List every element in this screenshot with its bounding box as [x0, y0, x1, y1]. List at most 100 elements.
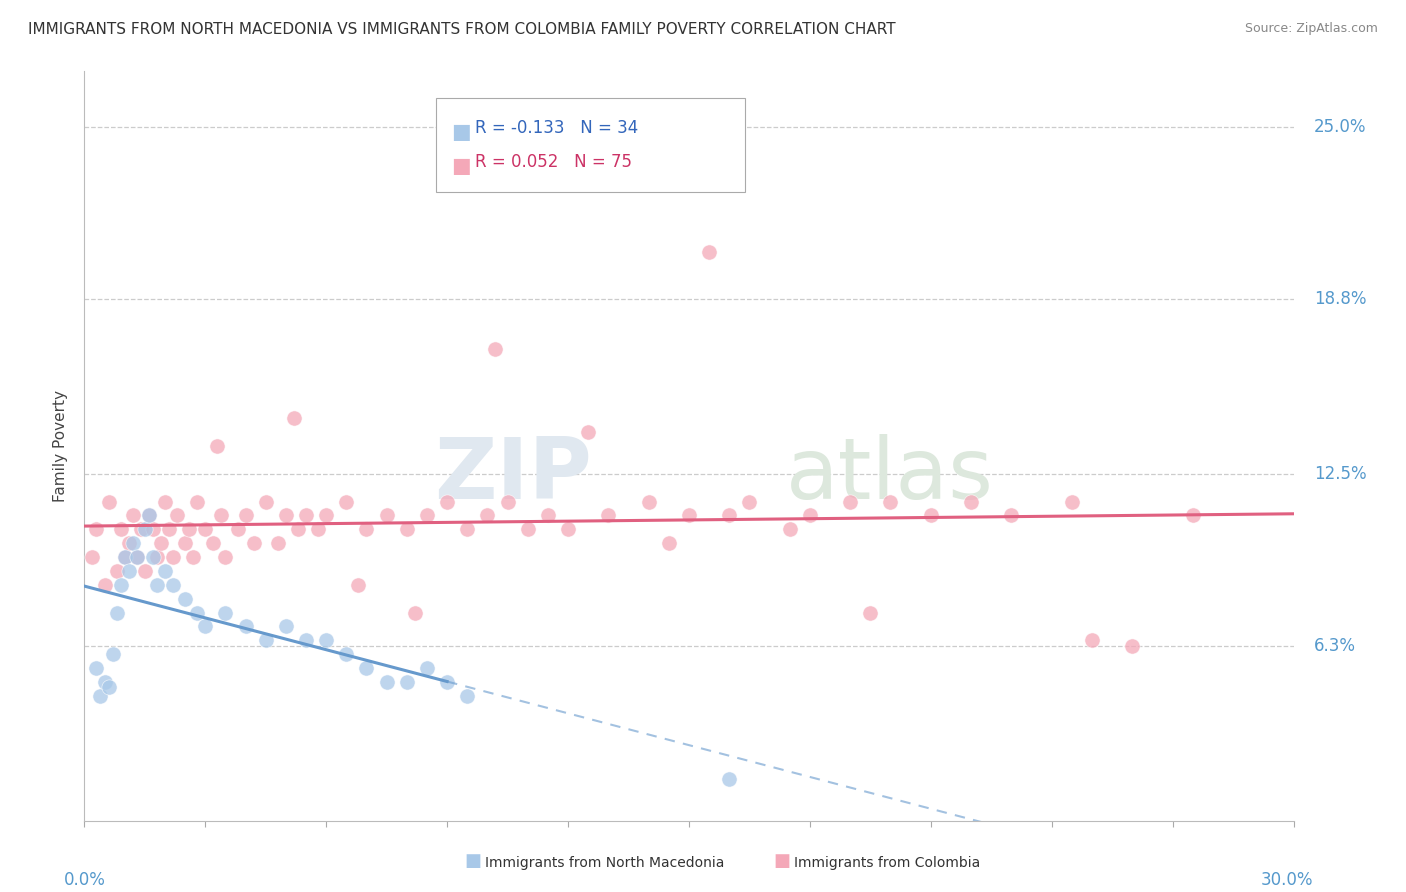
- Text: Source: ZipAtlas.com: Source: ZipAtlas.com: [1244, 22, 1378, 36]
- Point: [86, 522, 108, 536]
- Point: [162, 578, 184, 592]
- Point: [142, 549, 165, 564]
- Point: [839, 494, 862, 508]
- Point: [194, 619, 217, 633]
- Point: [174, 536, 197, 550]
- Point: [121, 536, 143, 550]
- Point: [456, 689, 478, 703]
- Point: [375, 674, 398, 689]
- Point: [315, 508, 337, 523]
- Point: [315, 633, 337, 648]
- Point: [105, 564, 128, 578]
- Point: [1000, 508, 1022, 523]
- Point: [267, 536, 290, 550]
- Y-axis label: Family Poverty: Family Poverty: [52, 390, 67, 502]
- Point: [114, 549, 136, 564]
- Point: [274, 619, 297, 633]
- Point: [1181, 508, 1204, 523]
- Point: [207, 439, 229, 453]
- Point: [162, 549, 184, 564]
- Point: [254, 633, 277, 648]
- Point: [226, 522, 249, 536]
- Point: [157, 522, 180, 536]
- Point: [678, 508, 700, 523]
- Point: [477, 508, 499, 523]
- Point: [799, 508, 821, 523]
- Text: ■: ■: [451, 122, 471, 142]
- Point: [214, 549, 236, 564]
- Point: [142, 522, 165, 536]
- Text: ■: ■: [464, 852, 481, 870]
- Point: [194, 522, 217, 536]
- Text: IMMIGRANTS FROM NORTH MACEDONIA VS IMMIGRANTS FROM COLOMBIA FAMILY POVERTY CORRE: IMMIGRANTS FROM NORTH MACEDONIA VS IMMIG…: [28, 22, 896, 37]
- Point: [110, 578, 132, 592]
- Point: [395, 522, 418, 536]
- Point: [93, 674, 115, 689]
- Point: [86, 661, 108, 675]
- Point: [202, 536, 225, 550]
- Point: [356, 522, 378, 536]
- Text: 25.0%: 25.0%: [1313, 118, 1367, 136]
- Point: [138, 508, 160, 523]
- Point: [557, 522, 579, 536]
- Point: [242, 536, 264, 550]
- Point: [356, 661, 378, 675]
- Text: 30.0%: 30.0%: [1261, 871, 1313, 888]
- Point: [186, 606, 208, 620]
- Point: [121, 508, 143, 523]
- Point: [658, 536, 681, 550]
- Point: [697, 244, 720, 259]
- Point: [93, 578, 115, 592]
- Text: 6.3%: 6.3%: [1313, 637, 1355, 655]
- Point: [496, 494, 519, 508]
- Point: [134, 564, 156, 578]
- Text: Immigrants from Colombia: Immigrants from Colombia: [794, 855, 980, 870]
- Point: [101, 647, 124, 661]
- Point: [879, 494, 901, 508]
- Point: [436, 494, 458, 508]
- Point: [779, 522, 801, 536]
- Point: [576, 425, 599, 439]
- Point: [153, 564, 176, 578]
- Point: [105, 606, 128, 620]
- Point: [375, 508, 398, 523]
- Point: [129, 522, 152, 536]
- Point: [738, 494, 761, 508]
- Point: [89, 689, 111, 703]
- Point: [153, 494, 176, 508]
- Text: Immigrants from North Macedonia: Immigrants from North Macedonia: [485, 855, 724, 870]
- Point: [436, 674, 458, 689]
- Point: [335, 494, 357, 508]
- Point: [295, 633, 318, 648]
- Point: [186, 494, 208, 508]
- Point: [181, 549, 204, 564]
- Point: [138, 508, 160, 523]
- Text: ■: ■: [451, 156, 471, 176]
- Text: R = -0.133   N = 34: R = -0.133 N = 34: [475, 119, 638, 136]
- Point: [125, 549, 148, 564]
- Point: [1060, 494, 1083, 508]
- Point: [598, 508, 620, 523]
- Point: [295, 508, 318, 523]
- Text: R = 0.052   N = 75: R = 0.052 N = 75: [475, 153, 633, 170]
- Point: [118, 564, 141, 578]
- Point: [149, 536, 172, 550]
- Point: [114, 549, 136, 564]
- Point: [335, 647, 357, 661]
- Point: [134, 522, 156, 536]
- Point: [1081, 633, 1104, 648]
- Text: ZIP: ZIP: [434, 434, 592, 517]
- Point: [637, 494, 659, 508]
- Point: [516, 522, 538, 536]
- Point: [920, 508, 942, 523]
- Text: atlas: atlas: [786, 434, 994, 517]
- Point: [274, 508, 297, 523]
- Point: [125, 549, 148, 564]
- Text: ■: ■: [773, 852, 790, 870]
- Point: [859, 606, 882, 620]
- Point: [287, 522, 309, 536]
- Point: [235, 619, 257, 633]
- Point: [235, 508, 257, 523]
- Point: [718, 772, 741, 786]
- Point: [718, 508, 741, 523]
